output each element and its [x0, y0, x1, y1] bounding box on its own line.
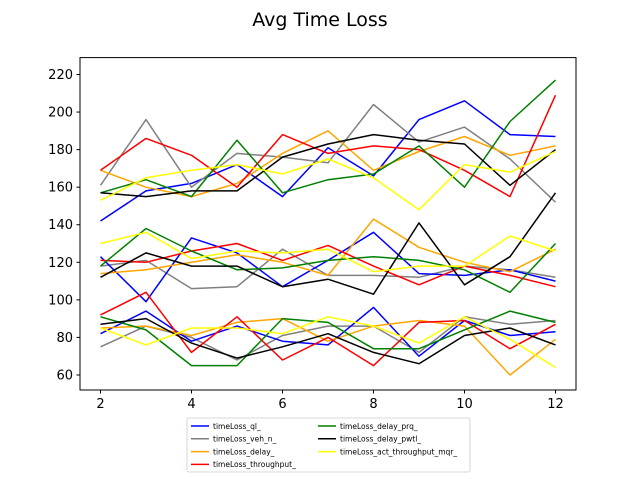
series-line-5-0 — [100, 133, 556, 198]
series-line-6-1 — [100, 231, 556, 273]
legend-label: timeLoss_act_throughput_mqr_ — [340, 447, 457, 456]
series-line-6-2 — [100, 316, 556, 369]
y-tick-label: 160 — [48, 181, 73, 196]
legend-label: timeLoss_delay_pwtl_ — [340, 435, 421, 444]
legend: timeLoss_ql_ timeLoss_veh_n_ timeLoss_dela… — [186, 417, 471, 473]
y-tick-label: 80 — [56, 331, 73, 346]
series-line-0-0 — [100, 100, 556, 222]
series-line-3-0 — [100, 94, 557, 198]
series-line-4-0 — [100, 79, 557, 198]
series-line-4-1 — [100, 227, 557, 294]
series-line-2-1 — [100, 218, 556, 277]
legend-label: timeLoss_delay_prq_ — [340, 422, 418, 431]
series-line-5-1 — [100, 192, 557, 295]
x-axis: 2 4 6 8 10 12 — [96, 390, 564, 412]
y-tick-label: 60 — [56, 368, 73, 383]
series-line-1-0 — [99, 103, 557, 203]
legend-label: timeLoss_ql_ — [213, 422, 261, 431]
series-line-3-2 — [100, 291, 556, 367]
chart-title: Avg Time Loss — [252, 9, 387, 31]
x-tick-label: 10 — [456, 397, 473, 412]
series-line-4-2 — [100, 310, 556, 367]
x-tick-label: 6 — [278, 397, 286, 412]
y-tick-label: 120 — [48, 256, 73, 271]
legend-label: timeLoss_throughput_ — [213, 460, 296, 469]
legend-label: timeLoss_veh_n_ — [213, 435, 276, 444]
y-tick-label: 100 — [48, 293, 73, 308]
y-tick-label: 200 — [48, 106, 73, 121]
x-tick-label: 2 — [96, 397, 104, 412]
x-tick-label: 8 — [369, 397, 377, 412]
y-axis: 60 80 100 120 140 160 180 200 220 — [48, 68, 80, 383]
series-line-6-0 — [100, 150, 556, 211]
plot-lines — [99, 79, 557, 376]
plot-frame — [79, 57, 577, 391]
y-tick-label: 180 — [48, 143, 73, 158]
x-tick-label: 4 — [187, 397, 195, 412]
series-line-5-2 — [100, 317, 556, 365]
legend-box — [186, 417, 471, 473]
legend-label: timeLoss_delay_ — [213, 447, 275, 456]
y-tick-label: 220 — [48, 68, 73, 83]
series-line-3-1 — [100, 242, 556, 288]
x-tick-label: 12 — [547, 397, 564, 412]
y-tick-label: 140 — [48, 218, 73, 233]
